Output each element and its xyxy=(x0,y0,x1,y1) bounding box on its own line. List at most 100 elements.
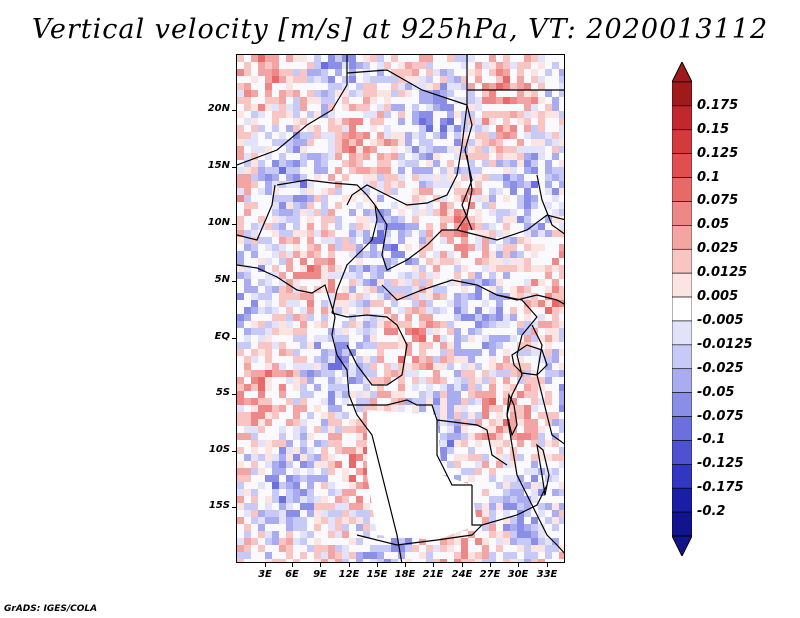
field-cell xyxy=(251,440,258,447)
field-cell xyxy=(524,307,531,314)
field-cell xyxy=(461,356,468,363)
field-cell xyxy=(517,440,524,447)
field-cell xyxy=(552,517,559,524)
field-cell xyxy=(342,335,349,342)
field-cell xyxy=(489,132,496,139)
field-cell xyxy=(503,377,510,384)
lon-tick xyxy=(433,562,434,567)
field-cell xyxy=(244,188,251,195)
field-cell xyxy=(559,181,564,188)
field-cell xyxy=(272,461,279,468)
field-cell xyxy=(258,335,265,342)
field-cell xyxy=(426,237,433,244)
field-cell xyxy=(447,363,454,370)
field-cell xyxy=(363,209,370,216)
field-cell xyxy=(349,419,356,426)
field-cell xyxy=(265,258,272,265)
field-cell xyxy=(433,328,440,335)
field-cell xyxy=(398,76,405,83)
field-cell xyxy=(503,83,510,90)
field-cell xyxy=(293,447,300,454)
field-cell xyxy=(559,160,564,167)
field-cell xyxy=(475,174,482,181)
field-cell xyxy=(314,342,321,349)
field-cell xyxy=(258,531,265,538)
field-cell xyxy=(531,202,538,209)
field-cell xyxy=(447,321,454,328)
field-cell xyxy=(489,405,496,412)
field-cell xyxy=(419,167,426,174)
field-cell xyxy=(482,244,489,251)
field-cell xyxy=(433,335,440,342)
field-cell xyxy=(447,174,454,181)
field-cell xyxy=(454,426,461,433)
field-cell xyxy=(272,405,279,412)
field-cell xyxy=(552,335,559,342)
field-cell xyxy=(412,132,419,139)
field-cell xyxy=(377,405,384,412)
field-cell xyxy=(307,510,314,517)
field-cell xyxy=(384,370,391,377)
field-cell xyxy=(419,90,426,97)
field-cell xyxy=(468,160,475,167)
field-cell xyxy=(531,489,538,496)
field-cell xyxy=(503,489,510,496)
field-cell xyxy=(342,286,349,293)
field-cell xyxy=(412,160,419,167)
field-cell xyxy=(391,314,398,321)
field-cell xyxy=(314,55,321,62)
field-cell xyxy=(419,76,426,83)
field-cell xyxy=(517,321,524,328)
field-cell xyxy=(398,545,405,552)
field-cell xyxy=(349,230,356,237)
border-libya-niger xyxy=(346,55,468,106)
field-cell xyxy=(363,104,370,111)
field-cell xyxy=(265,146,272,153)
field-cell xyxy=(363,475,370,482)
field-cell xyxy=(377,321,384,328)
field-cell xyxy=(370,363,377,370)
colorbar-swatch xyxy=(672,487,692,513)
field-cell xyxy=(328,139,335,146)
field-cell xyxy=(482,454,489,461)
field-cell xyxy=(559,69,564,76)
field-cell xyxy=(321,370,328,377)
field-cell xyxy=(279,461,286,468)
field-cell xyxy=(433,146,440,153)
field-cell xyxy=(545,545,552,552)
field-cell xyxy=(482,146,489,153)
field-cell xyxy=(363,384,370,391)
field-cell xyxy=(461,251,468,258)
field-cell xyxy=(426,272,433,279)
field-cell xyxy=(314,461,321,468)
field-cell xyxy=(468,244,475,251)
field-cell xyxy=(503,258,510,265)
field-cell xyxy=(321,510,328,517)
field-cell xyxy=(300,440,307,447)
field-cell xyxy=(293,111,300,118)
field-cell xyxy=(524,314,531,321)
border-kenya xyxy=(536,294,564,305)
field-cell xyxy=(398,118,405,125)
field-cell xyxy=(244,545,251,552)
field-cell xyxy=(440,125,447,132)
field-cell xyxy=(363,461,370,468)
field-cell xyxy=(286,454,293,461)
field-cell xyxy=(482,405,489,412)
field-cell xyxy=(531,300,538,307)
field-cell xyxy=(321,76,328,83)
field-cell xyxy=(265,412,272,419)
field-cell xyxy=(426,55,433,62)
field-cell xyxy=(531,104,538,111)
field-cell xyxy=(321,237,328,244)
field-cell xyxy=(552,139,559,146)
field-cell xyxy=(503,503,510,510)
field-cell xyxy=(405,132,412,139)
field-cell xyxy=(559,391,564,398)
field-cell xyxy=(307,223,314,230)
border-cameroon-chad xyxy=(374,154,473,271)
field-cell xyxy=(531,167,538,174)
field-cell xyxy=(489,356,496,363)
field-cell xyxy=(335,328,342,335)
field-cell xyxy=(412,335,419,342)
